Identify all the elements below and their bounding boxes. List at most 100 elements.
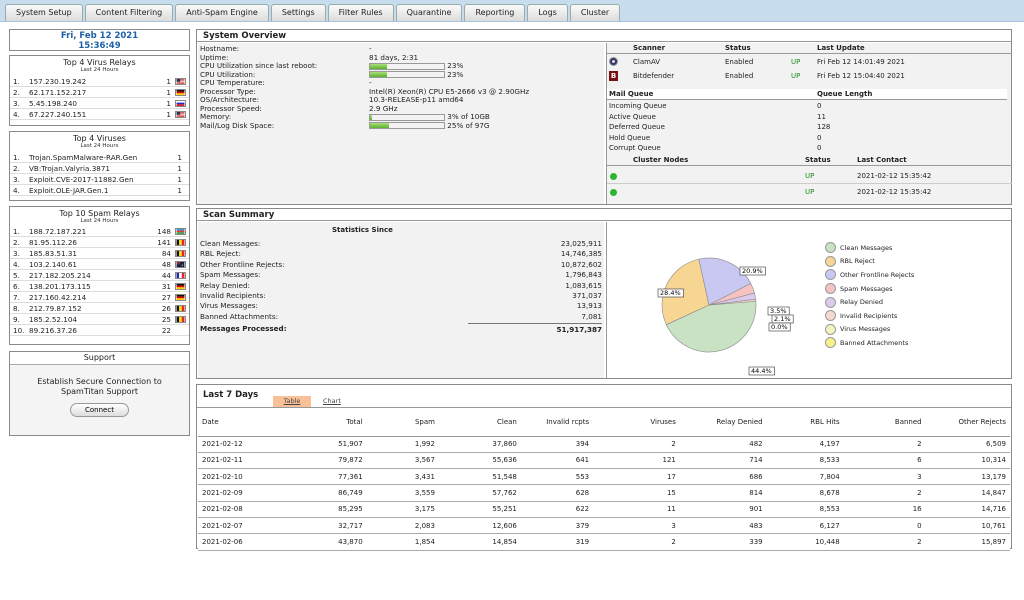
usage-bar (369, 62, 445, 70)
table-cell: 379 (575, 521, 590, 530)
col-header[interactable]: Clean (496, 418, 517, 427)
list-item: 7. 217.160.42.214 27 (10, 292, 189, 303)
item-count: 26 (161, 304, 171, 313)
overview-value: - (369, 78, 372, 88)
scan-row: Invalid Recipients: 371,037 (200, 291, 602, 301)
overview-row: CPU Utilization: 23% (200, 70, 604, 80)
item-name: 62.171.152.217 (29, 88, 87, 97)
support-text: Establish Secure Connection to SpamTitan… (37, 377, 162, 396)
last7-tab-chart[interactable]: Chart (323, 397, 341, 405)
table-cell: 7,804 (819, 472, 840, 481)
legend-item: Banned Attachments (825, 336, 914, 350)
scan-row: Clean Messages: 23,025,911 (200, 239, 602, 249)
pie-label: 20.9% (739, 266, 766, 276)
table-cell: 2021-02-06 (202, 537, 243, 546)
item-name: Exploit.OLE-JAR.Gen.1 (29, 186, 109, 195)
last7-tab-table[interactable]: Table (273, 396, 311, 407)
scanner-col: Scanner (633, 44, 666, 52)
col-header[interactable]: Banned (894, 418, 922, 427)
country-flag-icon (175, 292, 186, 302)
overview-value: - (369, 44, 372, 53)
overview-stats: Hostname: - Uptime: 81 days, 2:31 CPU Utiliz… (198, 43, 604, 204)
table-cell: 2 (917, 440, 922, 449)
rank: 3. (13, 249, 20, 258)
connect-button[interactable]: Connect (70, 403, 129, 417)
tab-quarantine[interactable]: Quarantine (395, 4, 463, 21)
table-cell: 8,553 (819, 505, 840, 514)
table-cell: 8,533 (819, 456, 840, 465)
table-cell: 901 (749, 505, 763, 514)
table-cell: 79,872 (338, 456, 363, 465)
country-flag-icon (175, 303, 186, 313)
table-row: 2021-02-07 32,717 2,083 12,606 379 3 483 6,127 0… (198, 517, 1010, 534)
table-cell: 1,992 (414, 440, 435, 449)
list-item: 3. 185.83.51.31 84 (10, 248, 189, 259)
svg-text:0.0%: 0.0% (771, 323, 788, 331)
spam-relays-subtitle: Last 24 Hours (80, 218, 119, 224)
table-cell: 14,854 (492, 537, 517, 546)
overview-key: Mail/Log Disk Space: (200, 120, 275, 130)
cluster-state: UP (805, 172, 815, 180)
cluster-row: UP 2021-02-12 15:35:42 (607, 168, 1012, 184)
scan-key: Clean Messages: (200, 239, 261, 248)
usage-bar (369, 71, 445, 79)
tab-cluster[interactable]: Cluster (569, 4, 621, 21)
overview-row: CPU Utilization since last reboot: 23% (200, 61, 604, 71)
table-cell: 2 (671, 440, 676, 449)
rank: 2. (13, 238, 20, 247)
scan-key: Invalid Recipients: (200, 290, 266, 300)
pie-label: 44.4% (748, 366, 775, 376)
overview-row: Mail/Log Disk Space: 25% of 97G (200, 120, 604, 131)
col-header[interactable]: Viruses (650, 418, 676, 427)
queue-name: Hold Queue (609, 133, 651, 142)
table-cell: 15 (666, 489, 676, 498)
legend-label: Other Frontline Rejects (840, 270, 915, 279)
pie-label: 2.1% (771, 314, 794, 324)
tab-anti-spam-engine[interactable]: Anti-Spam Engine (175, 4, 269, 21)
table-cell: 4,197 (819, 440, 840, 449)
rank: 5. (13, 271, 20, 280)
queue-length: 128 (817, 123, 831, 132)
col-header[interactable]: Date (202, 418, 219, 427)
legend-swatch (825, 323, 836, 335)
scan-value: 10,872,602 (560, 259, 602, 269)
item-name: 67.227.240.151 (29, 110, 87, 119)
table-cell: 43,870 (338, 537, 363, 546)
table-row: 2021-02-08 85,295 3,175 55,251 622 11 901 8,553… (198, 501, 1010, 518)
overview-value: 3% of 10GB (447, 112, 490, 122)
col-header[interactable]: RBL Hits (810, 418, 840, 427)
table-cell: 51,548 (492, 472, 517, 481)
scanner-name: ClamAV (633, 58, 661, 66)
rank: 9. (13, 315, 20, 324)
scan-key: Banned Attachments: (200, 311, 279, 321)
table-cell: 77,361 (338, 472, 363, 481)
tab-system-setup[interactable]: System Setup (5, 4, 83, 21)
tab-reporting[interactable]: Reporting (464, 4, 526, 21)
country-flag-icon (175, 259, 186, 269)
tab-content-filtering[interactable]: Content Filtering (84, 4, 174, 21)
overview-key: Processor Speed: (200, 103, 262, 113)
item-name: Trojan.SpamMalware-RAR.Gen (29, 153, 138, 162)
tab-settings[interactable]: Settings (270, 4, 326, 21)
scan-total-key: Messages Processed: (200, 324, 287, 334)
tab-logs[interactable]: Logs (527, 4, 568, 21)
table-header-row: Date Total Spam Clean Invalid rcpts Viruses Re… (198, 409, 1010, 436)
status-col: Status (725, 44, 751, 52)
col-header[interactable]: Relay Denied (716, 418, 763, 427)
update-col: Last Update (817, 44, 865, 52)
col-header[interactable]: Invalid rcpts (546, 418, 590, 427)
list-item: 4. Exploit.OLE-JAR.Gen.1 1 (10, 185, 189, 196)
table-cell: 51,907 (338, 440, 363, 449)
item-name: 185.2.52.104 (29, 315, 78, 324)
col-header[interactable]: Other Rejects (958, 418, 1006, 427)
list-item: 6. 138.201.173.115 31 (10, 281, 189, 292)
col-header[interactable]: Total (346, 418, 363, 427)
col-header[interactable]: Spam (414, 418, 435, 427)
scan-total-value: 51,917,387 (468, 323, 602, 334)
scan-value: 13,913 (576, 301, 602, 311)
legend-item: Virus Messages (825, 323, 914, 337)
item-count: 27 (161, 293, 171, 302)
tab-filter-rules[interactable]: Filter Rules (327, 4, 394, 21)
table-cell: 686 (749, 472, 763, 481)
legend-swatch (825, 283, 836, 295)
